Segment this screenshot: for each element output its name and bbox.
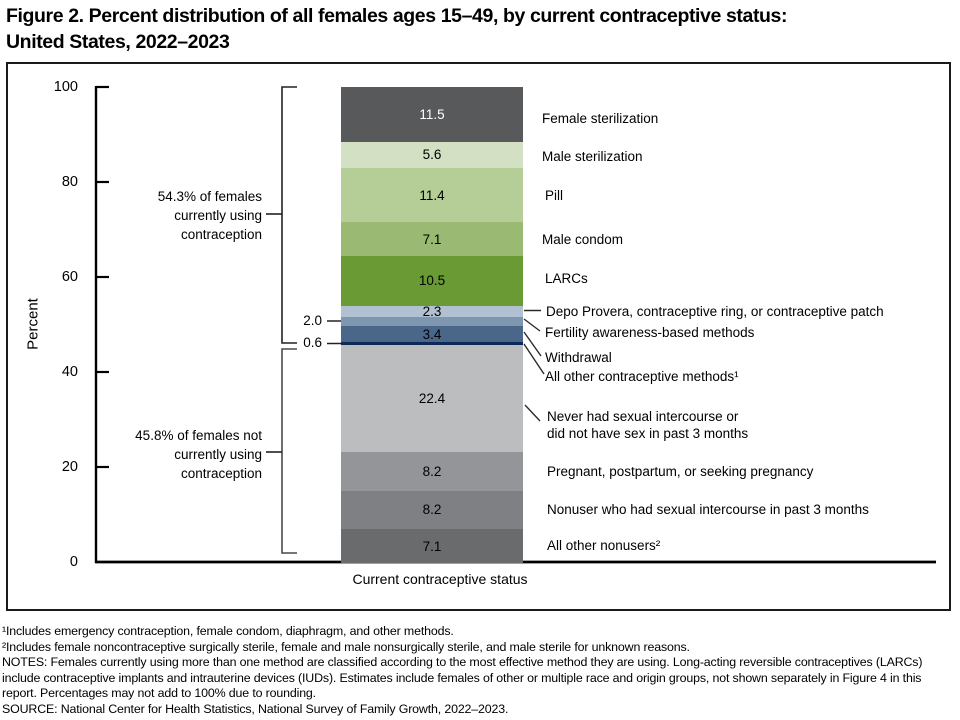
bar-segment-7: 3.4 <box>341 326 523 343</box>
figure-title: Figure 2. Percent distribution of all fe… <box>6 3 954 55</box>
y-tick-label-80: 80 <box>61 174 78 190</box>
category-label-depo: Depo Provera, contraceptive ring, or con… <box>546 304 884 319</box>
category-label-pregnant: Pregnant, postpartum, or seeking pregnan… <box>547 464 814 479</box>
segment-value-label: 10.5 <box>418 273 446 289</box>
category-label-female-sterilization: Female sterilization <box>542 111 659 126</box>
bar-segment-1: 5.6 <box>341 141 523 169</box>
category-label-pill: Pill <box>545 188 564 203</box>
outside-value-all-other-methods: 0.6 <box>303 335 322 350</box>
segment-value-label: 22.4 <box>418 390 446 406</box>
y-tick-label-100: 100 <box>53 79 78 95</box>
y-tick-label-40: 40 <box>61 364 78 380</box>
category-label-all-other-nonusers: All other nonusers² <box>547 538 661 553</box>
segment-value-label: 7.1 <box>422 538 442 554</box>
bar-segment-4: 10.5 <box>341 255 523 306</box>
bar-segment-10: 8.2 <box>341 451 523 491</box>
segment-value-label: 11.5 <box>419 106 445 122</box>
segment-value-label: 8.2 <box>422 463 442 479</box>
bar-segment-2: 11.4 <box>341 168 523 223</box>
figure-title-line2: United States, 2022–2023 <box>6 31 230 53</box>
category-label-fertility: Fertility awareness-based methods <box>545 325 755 340</box>
bar-segment-3: 7.1 <box>341 222 523 256</box>
stacked-bar: 11.5 5.6 11.4 7.1 10.5 2.3 3.4 22.4 8.2 8.2 7.1 <box>341 87 523 564</box>
y-tick-label-0: 0 <box>69 554 78 570</box>
segment-value-label: 3.4 <box>422 326 442 342</box>
segment-value-label: 2.3 <box>422 303 442 319</box>
category-label-all-other-methods: All other contraceptive methods¹ <box>545 369 739 384</box>
y-axis-title: Percent <box>24 298 42 350</box>
outside-value-fertility: 2.0 <box>303 313 322 328</box>
category-label-withdrawal: Withdrawal <box>545 350 612 365</box>
footnote-1: ¹Includes emergency contraception, femal… <box>2 624 454 638</box>
x-axis-title: Current contraceptive status <box>352 571 528 587</box>
category-label-never-had: Never had sexual intercourse or did not … <box>547 409 749 441</box>
bar-segment-11: 8.2 <box>341 490 523 530</box>
segment-value-label: 5.6 <box>422 147 442 163</box>
annotation-not-currently-using: 45.8% of females not currently using con… <box>135 428 262 481</box>
segment-value-label: 11.4 <box>419 187 445 203</box>
bar-segment-5: 2.3 <box>341 303 523 319</box>
bar-segment-6 <box>341 316 523 327</box>
bar-segment-12: 7.1 <box>341 529 523 564</box>
y-tick-label-20: 20 <box>61 459 78 475</box>
footnotes-block: ¹Includes emergency contraception, femal… <box>2 624 954 717</box>
footnote-2: ²Includes female noncontraceptive surgic… <box>2 639 690 654</box>
category-label-male-sterilization: Male sterilization <box>542 149 643 164</box>
bar-segment-0: 11.5 <box>341 87 523 142</box>
annotation-currently-using: 54.3% of females currently using contrac… <box>157 189 262 242</box>
bar-segment-9: 22.4 <box>341 345 523 452</box>
y-tick-label-60: 60 <box>61 269 78 285</box>
segment-value-label: 8.2 <box>422 502 442 518</box>
category-label-male-condom: Male condom <box>542 232 624 247</box>
category-label-larcs: LARCs <box>545 271 588 286</box>
category-label-nonuser: Nonuser who had sexual intercourse in pa… <box>547 502 869 517</box>
figure-title-line1: Figure 2. Percent distribution of all fe… <box>6 5 788 27</box>
footnote-source: SOURCE: National Center for Health Stati… <box>2 701 509 716</box>
segment-value-label: 7.1 <box>422 231 442 247</box>
bar-segment-8 <box>341 342 523 346</box>
footnote-notes: NOTES: Females currently using more than… <box>2 655 923 700</box>
